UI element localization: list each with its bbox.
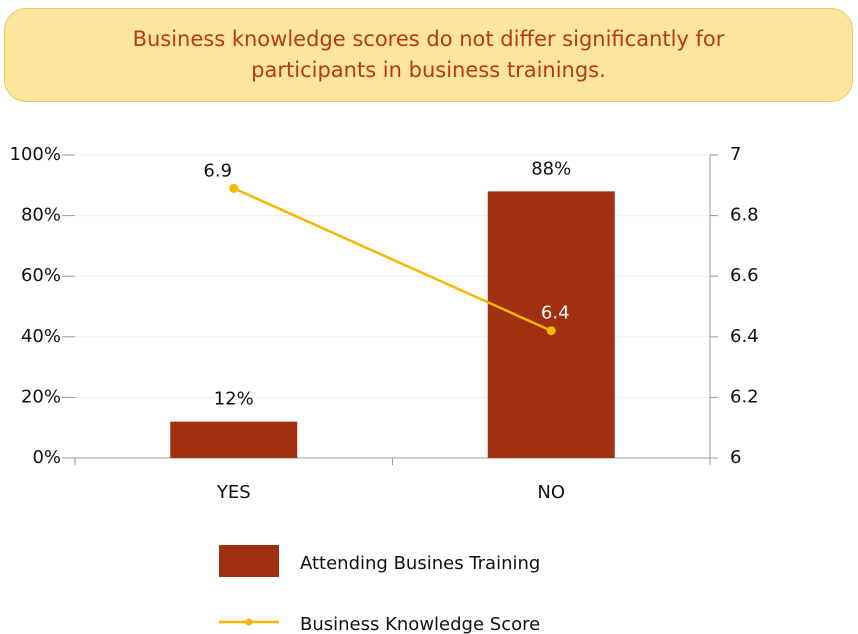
y2-tick-label: 6.8 bbox=[730, 205, 759, 226]
line bbox=[233, 187, 552, 332]
legend-label: Attending Busines Training bbox=[300, 553, 540, 574]
legend-label: Business Knowledge Score bbox=[300, 614, 540, 634]
data-label: 6.9 bbox=[203, 160, 232, 181]
data-label: 12% bbox=[214, 389, 254, 410]
y-tick-label: 100% bbox=[10, 144, 61, 165]
y2-tick-label: 6.2 bbox=[730, 386, 759, 407]
y-tick-label: 60% bbox=[21, 265, 61, 286]
bar bbox=[487, 191, 615, 459]
x-tick-label: NO bbox=[537, 482, 565, 503]
x-tick-label: YES bbox=[216, 482, 251, 503]
data-label: 88% bbox=[531, 158, 571, 179]
legend-swatch-dot bbox=[245, 618, 253, 626]
y2-tick-label: 7 bbox=[730, 144, 741, 165]
bar bbox=[170, 421, 298, 458]
line-point bbox=[229, 183, 239, 193]
y-tick-label: 0% bbox=[32, 447, 61, 468]
legend-swatch bbox=[219, 545, 279, 577]
title-box: Business knowledge scores do not differ … bbox=[4, 8, 853, 102]
line-point bbox=[546, 326, 556, 336]
y-tick-label: 80% bbox=[21, 205, 61, 226]
y2-tick-label: 6 bbox=[730, 447, 741, 468]
data-label: 6.4 bbox=[541, 303, 570, 324]
y2-tick-label: 6.6 bbox=[730, 265, 759, 286]
y-tick-label: 40% bbox=[21, 326, 61, 347]
y-tick-label: 20% bbox=[21, 386, 61, 407]
y2-tick-label: 6.4 bbox=[730, 326, 759, 347]
chart-title: Business knowledge scores do not differ … bbox=[132, 27, 725, 82]
